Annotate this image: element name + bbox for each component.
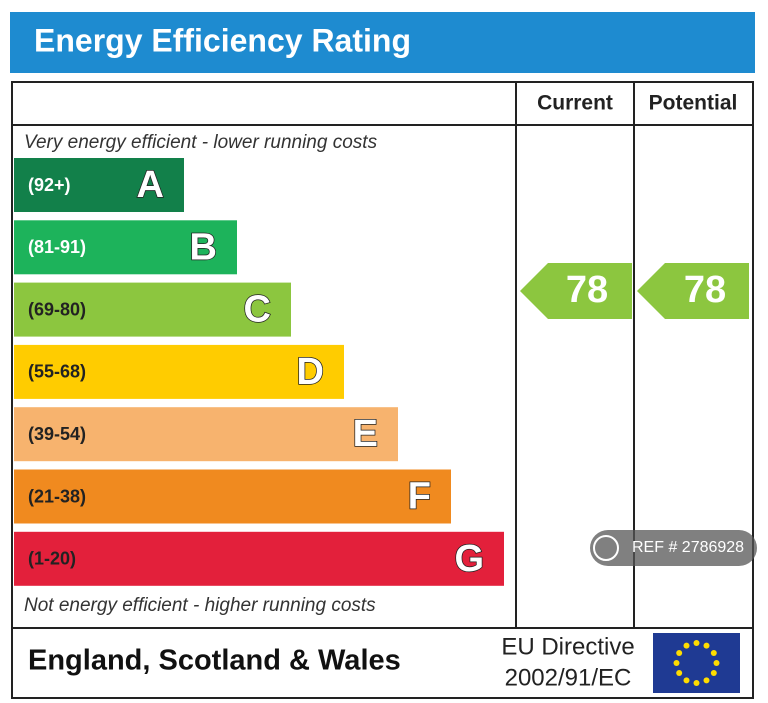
eu-star [710,650,717,656]
title: Energy Efficiency Rating [34,22,411,58]
band-letter: E [353,413,378,455]
eu-star [683,642,690,649]
band-letter: F [408,476,431,518]
band-bar [14,220,237,275]
band-range: (55-68) [28,362,86,382]
watermark: REF # 2786928 [632,539,744,556]
eu-star [676,650,683,656]
band-bar [14,407,398,462]
band-bar [14,282,291,337]
directive: EU Directive [501,633,634,660]
band-letter: B [190,226,217,268]
frame [11,81,754,699]
band-bar [14,469,451,524]
watermark-pill [590,530,757,566]
band-range: (69-80) [28,299,86,319]
band-range: (92+) [28,175,71,195]
eu-star [710,670,717,676]
eu-star [683,677,690,684]
top-note: Very energy efficient - lower running co… [24,132,378,153]
band-bar [14,158,184,212]
eu-star [673,660,680,666]
watermark-icon [593,535,619,561]
band-letter: G [454,538,484,580]
current-rating: 78 [566,269,608,311]
eu-star [703,642,710,649]
band-range: (39-54) [28,424,86,444]
current-arrow [520,263,632,319]
eu-star [713,660,720,666]
bottom-note: Not energy efficient - higher running co… [24,595,376,616]
band-range: (21-38) [28,486,86,506]
band-letter: A [137,164,164,206]
eu-star [693,640,700,646]
directive: 2002/91/EC [505,664,632,691]
band-letter: D [297,351,324,393]
potential-arrow [637,263,749,319]
potential-rating: 78 [684,269,726,311]
band-bar [14,531,504,586]
band-letter: C [244,289,271,331]
band-range: (81-91) [28,237,86,257]
band-range: (1-20) [28,549,76,569]
eu-star [703,677,710,684]
band-bar [14,344,344,399]
region: England, Scotland & Wales [28,645,401,677]
eu-stars [673,640,720,686]
eu-star [676,670,683,676]
title-bar [10,12,755,73]
eu-star [693,680,700,686]
column-header: Potential [649,92,738,115]
column-header: Current [537,92,613,115]
